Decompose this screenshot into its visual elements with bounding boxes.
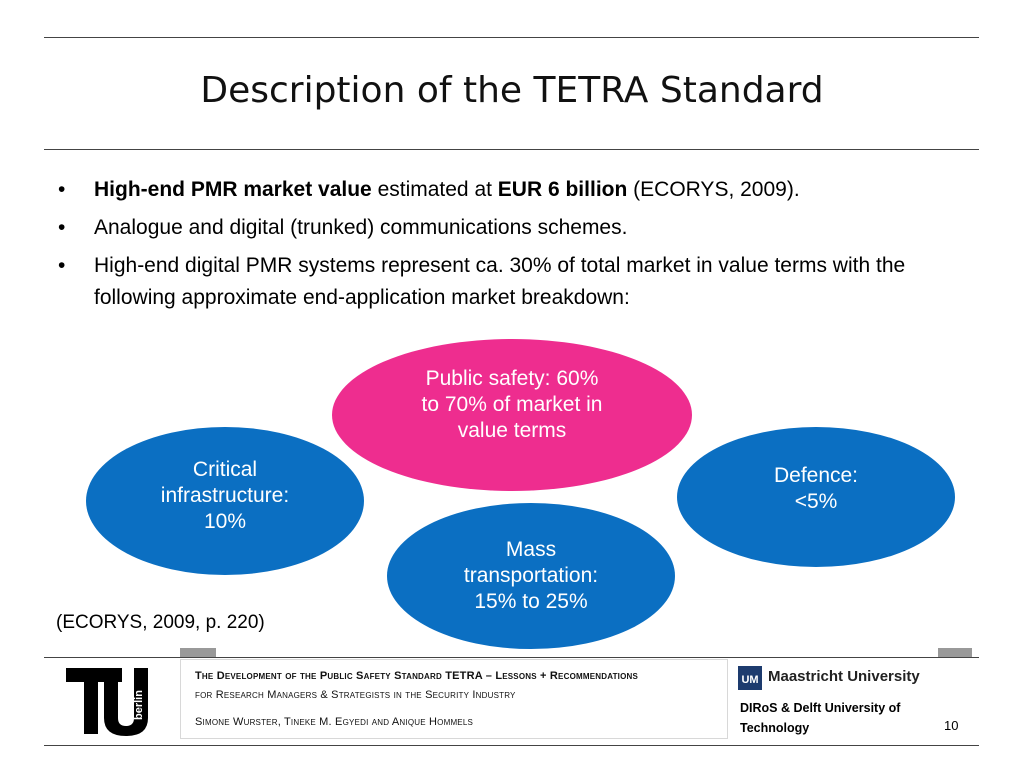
footer-top-rule xyxy=(44,657,979,658)
footer-title-line1: The Development of the Public Safety Sta… xyxy=(195,670,639,682)
ellipse-text: <5% xyxy=(794,490,838,513)
maastricht-university-logo: UM xyxy=(738,666,762,690)
ellipse-text: infrastructure: xyxy=(160,484,290,507)
ellipse-text: Defence: xyxy=(773,464,859,487)
bullet-dot: • xyxy=(58,178,66,201)
bullet-item: • Analogue and digital (trunked) communi… xyxy=(58,212,978,244)
footer-corner-left xyxy=(180,648,216,657)
footer-box: The Development of the Public Safety Sta… xyxy=(180,659,728,739)
bullet-item: • High-end PMR market value estimated at… xyxy=(58,174,978,206)
ellipse-mass-transportation: Mass transportation: 15% to 25% xyxy=(387,503,675,649)
title-rule xyxy=(44,149,979,150)
diros-text: DIRoS & Delft University of Technology xyxy=(740,701,901,735)
bullet-text: (ECORYS, 2009). xyxy=(627,178,800,201)
slide-title: Description of the TETRA Standard xyxy=(200,70,824,111)
page-number: 10 xyxy=(944,718,959,733)
footer-bottom-rule xyxy=(44,745,979,746)
mu-badge: UM xyxy=(741,674,758,686)
ellipse-text: Public safety: 60% xyxy=(425,367,599,390)
top-rule xyxy=(44,37,979,38)
ellipse-text: value terms xyxy=(457,419,567,442)
ellipse-defence: Defence: <5% xyxy=(677,427,955,567)
bullet-dot: • xyxy=(58,254,66,277)
ellipse-public-safety: Public safety: 60% to 70% of market in v… xyxy=(332,339,692,491)
bullet-text: Analogue and digital (trunked) communica… xyxy=(94,216,628,239)
bullet-item: • High-end digital PMR systems represent… xyxy=(58,250,978,314)
bullet-text: High-end digital PMR systems represent c… xyxy=(94,254,906,309)
tu-logo-text: berlin xyxy=(133,690,145,720)
footer-authors: Simone Wurster, Tineke M. Egyedi and Ani… xyxy=(195,716,474,728)
ellipse-text: 15% to 25% xyxy=(474,590,588,613)
ellipse-text: Critical xyxy=(192,458,258,481)
bullet-list: • High-end PMR market value estimated at… xyxy=(58,174,978,320)
bullet-dot: • xyxy=(58,216,66,239)
ellipse-text: to 70% of market in xyxy=(421,393,603,416)
ellipse-text: 10% xyxy=(203,510,246,533)
ellipse-text: transportation: xyxy=(463,564,599,587)
footer-corner-right xyxy=(938,648,972,657)
tu-berlin-logo: berlin xyxy=(66,668,148,736)
footer-title-line2: for Research Managers & Strategists in t… xyxy=(195,689,516,701)
source-citation: (ECORYS, 2009, p. 220) xyxy=(56,612,265,633)
bold-text: EUR 6 billion xyxy=(497,178,628,201)
bullet-text: estimated at xyxy=(371,178,498,201)
ellipse-text: Mass xyxy=(505,538,557,561)
university-name: Maastricht University xyxy=(768,668,920,685)
bold-text: High-end PMR market value xyxy=(94,178,372,201)
ellipse-critical-infrastructure: Critical infrastructure: 10% xyxy=(86,427,364,575)
